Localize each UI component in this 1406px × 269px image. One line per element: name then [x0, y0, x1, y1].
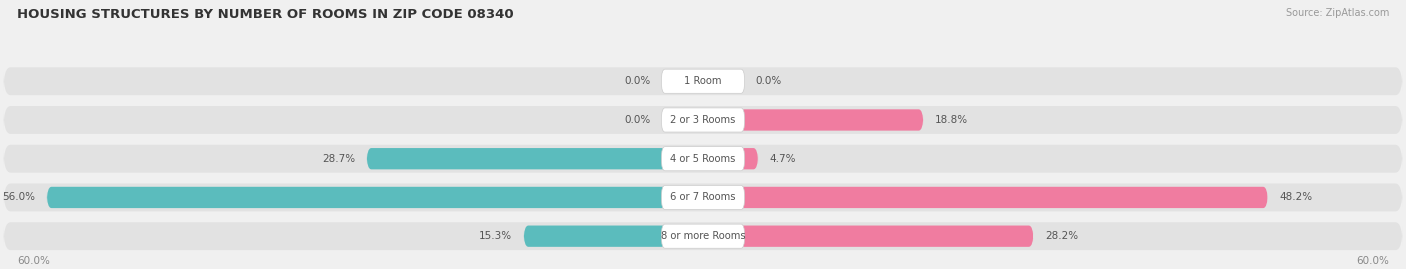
Text: Source: ZipAtlas.com: Source: ZipAtlas.com	[1285, 8, 1389, 18]
FancyBboxPatch shape	[703, 225, 1033, 247]
Text: 0.0%: 0.0%	[756, 76, 782, 86]
Text: 0.0%: 0.0%	[624, 115, 650, 125]
Text: HOUSING STRUCTURES BY NUMBER OF ROOMS IN ZIP CODE 08340: HOUSING STRUCTURES BY NUMBER OF ROOMS IN…	[17, 8, 513, 21]
FancyBboxPatch shape	[46, 187, 703, 208]
FancyBboxPatch shape	[703, 148, 758, 169]
Text: 56.0%: 56.0%	[3, 192, 35, 203]
Text: 1 Room: 1 Room	[685, 76, 721, 86]
Text: 15.3%: 15.3%	[479, 231, 512, 241]
FancyBboxPatch shape	[661, 108, 745, 132]
Text: 6 or 7 Rooms: 6 or 7 Rooms	[671, 192, 735, 203]
Text: 2 or 3 Rooms: 2 or 3 Rooms	[671, 115, 735, 125]
FancyBboxPatch shape	[3, 222, 1403, 250]
FancyBboxPatch shape	[703, 187, 1268, 208]
Text: 18.8%: 18.8%	[935, 115, 969, 125]
Text: 60.0%: 60.0%	[17, 256, 49, 266]
Text: 28.2%: 28.2%	[1045, 231, 1078, 241]
Text: 0.0%: 0.0%	[624, 76, 650, 86]
FancyBboxPatch shape	[3, 67, 1403, 95]
Text: 28.7%: 28.7%	[322, 154, 354, 164]
FancyBboxPatch shape	[524, 225, 703, 247]
Text: 60.0%: 60.0%	[1357, 256, 1389, 266]
FancyBboxPatch shape	[661, 224, 745, 248]
Text: 8 or more Rooms: 8 or more Rooms	[661, 231, 745, 241]
FancyBboxPatch shape	[661, 147, 745, 171]
Text: 4 or 5 Rooms: 4 or 5 Rooms	[671, 154, 735, 164]
FancyBboxPatch shape	[3, 145, 1403, 173]
FancyBboxPatch shape	[703, 109, 924, 131]
FancyBboxPatch shape	[3, 106, 1403, 134]
Text: 48.2%: 48.2%	[1279, 192, 1313, 203]
Text: 4.7%: 4.7%	[770, 154, 796, 164]
FancyBboxPatch shape	[661, 69, 745, 93]
FancyBboxPatch shape	[661, 185, 745, 210]
FancyBboxPatch shape	[367, 148, 703, 169]
FancyBboxPatch shape	[3, 183, 1403, 211]
